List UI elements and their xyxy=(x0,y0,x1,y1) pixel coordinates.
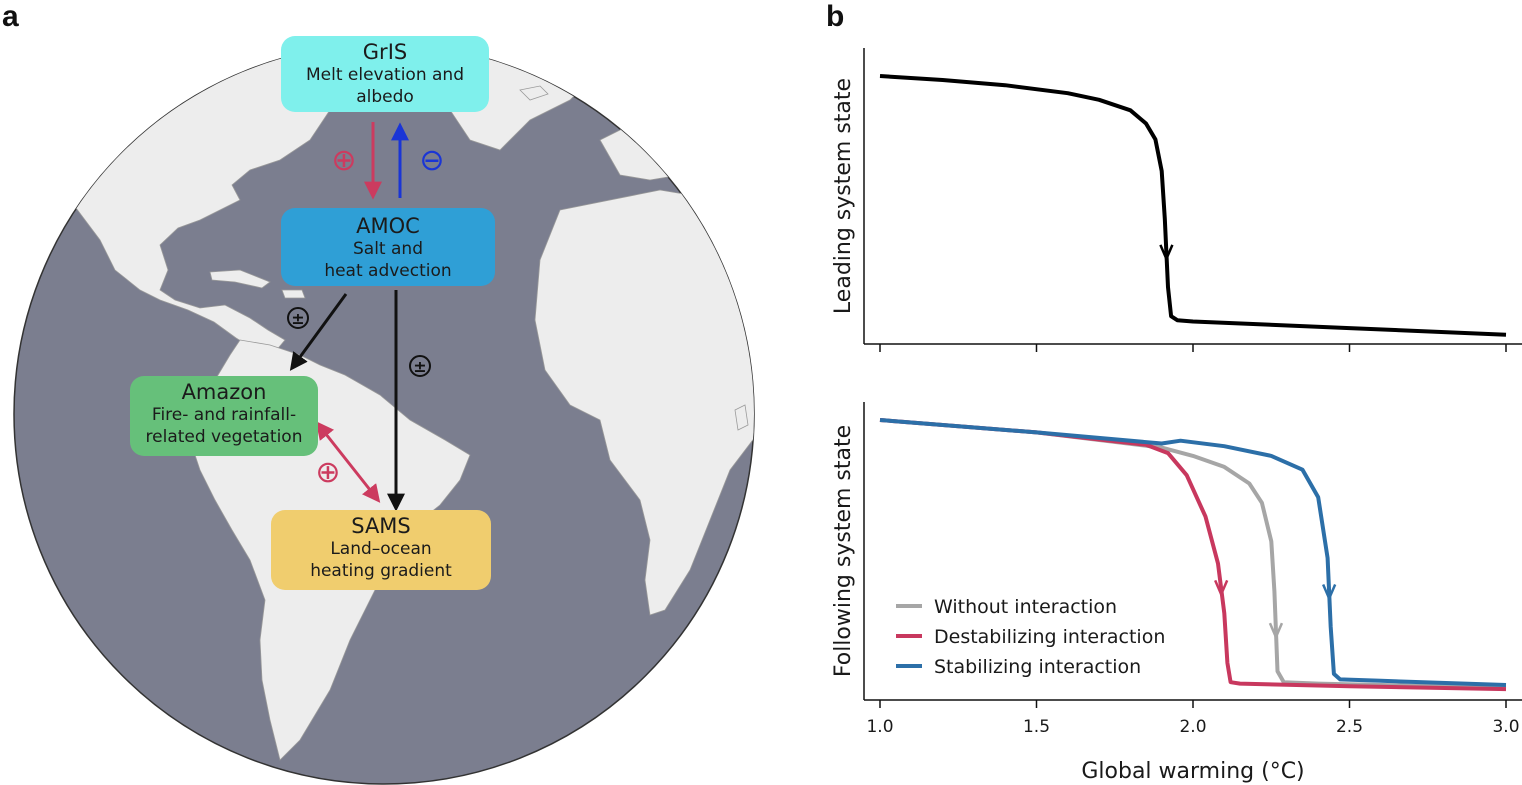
svg-text:±: ± xyxy=(413,357,426,376)
box-gris-title: GrIS xyxy=(362,40,408,64)
svg-text:±: ± xyxy=(291,309,304,328)
box-sams: SAMS Land–ocean heating gradient xyxy=(271,510,491,590)
diagram-signs: ⊕ ⊖ ± ± ⊕ xyxy=(287,143,445,490)
land-madagascar xyxy=(734,404,749,431)
series-line-1-2 xyxy=(879,418,1507,687)
box-amazon: Amazon Fire- and rainfall- related veget… xyxy=(130,376,318,456)
bottom-y-label: Following system state xyxy=(831,425,856,677)
box-sams-subtitle: Land–ocean heating gradient xyxy=(310,539,452,581)
box-amoc: AMOC Salt and heat advection xyxy=(281,208,495,286)
sign-plus-gris-amoc: ⊕ xyxy=(331,143,356,178)
box-sams-title: SAMS xyxy=(351,514,411,538)
box-amoc-subtitle: Salt and heat advection xyxy=(324,239,452,281)
legend-label: Destabilizing interaction xyxy=(934,626,1165,648)
series-arrow-1-0 xyxy=(1268,622,1284,641)
x-tick-label: 3.0 xyxy=(1492,717,1519,737)
series-arrow-1-1 xyxy=(1214,579,1229,598)
box-gris: GrIS Melt elevation and albedo xyxy=(281,36,489,112)
arrow-amoc-to-amazon xyxy=(289,293,348,371)
legend: Without interaction Destabilizing interac… xyxy=(896,596,1165,678)
land-hispaniola xyxy=(281,289,306,299)
box-amazon-subtitle: Fire- and rainfall- related vegetation xyxy=(145,405,303,447)
land-cuba xyxy=(209,269,271,289)
box-gris-subtitle: Melt elevation and albedo xyxy=(306,65,464,107)
chart-bottom: 1.0 1.5 2.0 2.5 3.0 Following system state G… xyxy=(831,402,1522,784)
series-line-0-0 xyxy=(879,74,1507,337)
legend-label: Stabilizing interaction xyxy=(934,656,1141,678)
sign-plusminus-amoc-amazon: ± xyxy=(287,307,309,329)
series-arrow-0-0 xyxy=(1159,244,1174,263)
sign-minus-amoc-gris: ⊖ xyxy=(419,143,444,178)
x-tick-label: 1.0 xyxy=(866,717,893,737)
globe xyxy=(13,43,755,785)
x-tick-label: 2.5 xyxy=(1336,717,1363,737)
panel-label-b: b xyxy=(826,0,845,33)
land-iceland xyxy=(519,85,549,101)
sign-plus-amazon-sams: ⊕ xyxy=(315,455,340,490)
box-amoc-title: AMOC xyxy=(356,214,420,238)
sign-plusminus-amoc-sams: ± xyxy=(409,355,431,377)
series-arrow-1-2 xyxy=(1322,584,1337,602)
box-amazon-title: Amazon xyxy=(181,380,267,404)
series-line-1-0 xyxy=(879,418,1507,690)
top-y-label: Leading system state xyxy=(831,78,856,314)
x-tick-label: 2.0 xyxy=(1179,717,1206,737)
arrow-amazon-sams xyxy=(315,421,381,503)
x-tick-label: 1.5 xyxy=(1023,717,1050,737)
series-line-1-1 xyxy=(879,418,1507,692)
bottom-x-label: Global warming (°C) xyxy=(1081,759,1304,784)
legend-label: Without interaction xyxy=(934,596,1117,618)
chart-top: Leading system state xyxy=(831,48,1522,352)
panel-label-a: a xyxy=(2,0,19,33)
diagram-arrows xyxy=(289,122,409,512)
